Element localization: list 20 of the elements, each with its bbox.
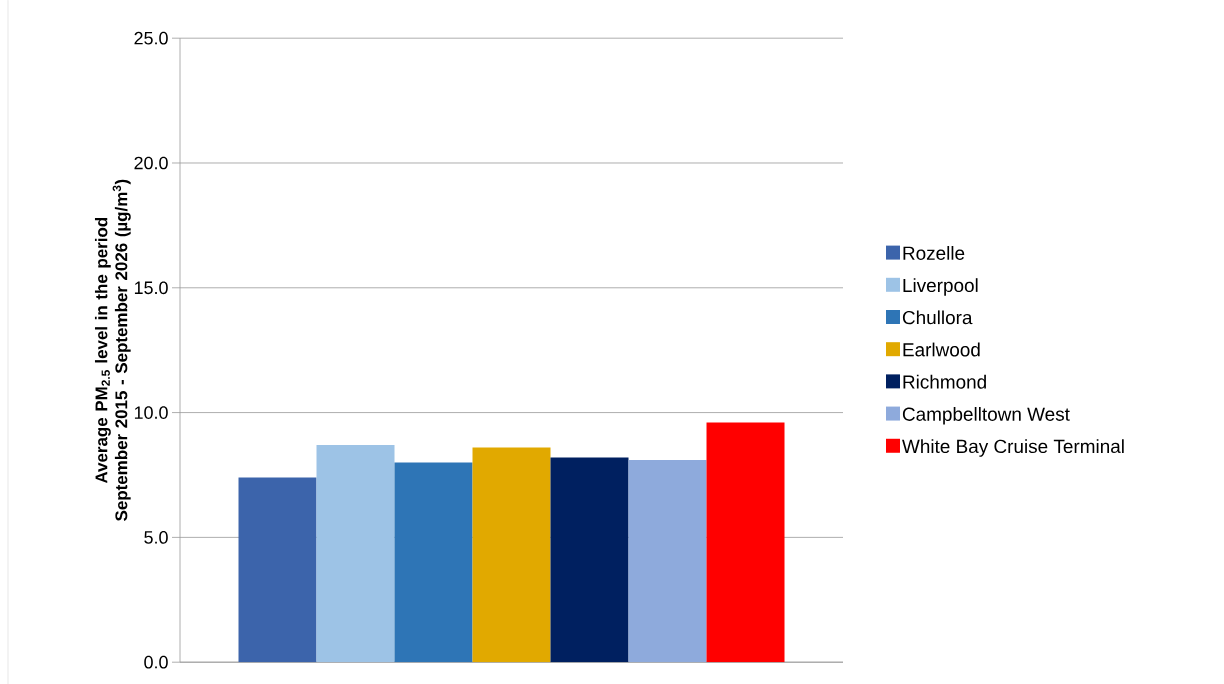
bar (394, 462, 473, 662)
legend-label: Campbelltown West (902, 406, 1070, 425)
legend-label: Chullora (902, 310, 973, 325)
legend-label: Earlwood (903, 342, 980, 357)
bar (706, 422, 785, 662)
legend-label: White Bay Cruise Terminal (902, 438, 1124, 457)
y-tick-label: 5.0 (144, 530, 168, 544)
bar (238, 477, 317, 662)
legend-label: Liverpool (903, 278, 978, 296)
bar (628, 459, 707, 662)
y-tick-label: 25.0 (134, 31, 168, 45)
y-tick-label: 0.0 (144, 655, 168, 669)
y-tick-label: 15.0 (134, 281, 168, 294)
legend-label: Rozelle (903, 245, 965, 260)
bar (472, 447, 551, 662)
bar (550, 457, 629, 662)
legend-label: Richmond (903, 374, 986, 389)
y-tick-label: 20.0 (134, 156, 168, 170)
y-tick-label: 10.0 (134, 406, 168, 419)
bar (316, 444, 395, 662)
